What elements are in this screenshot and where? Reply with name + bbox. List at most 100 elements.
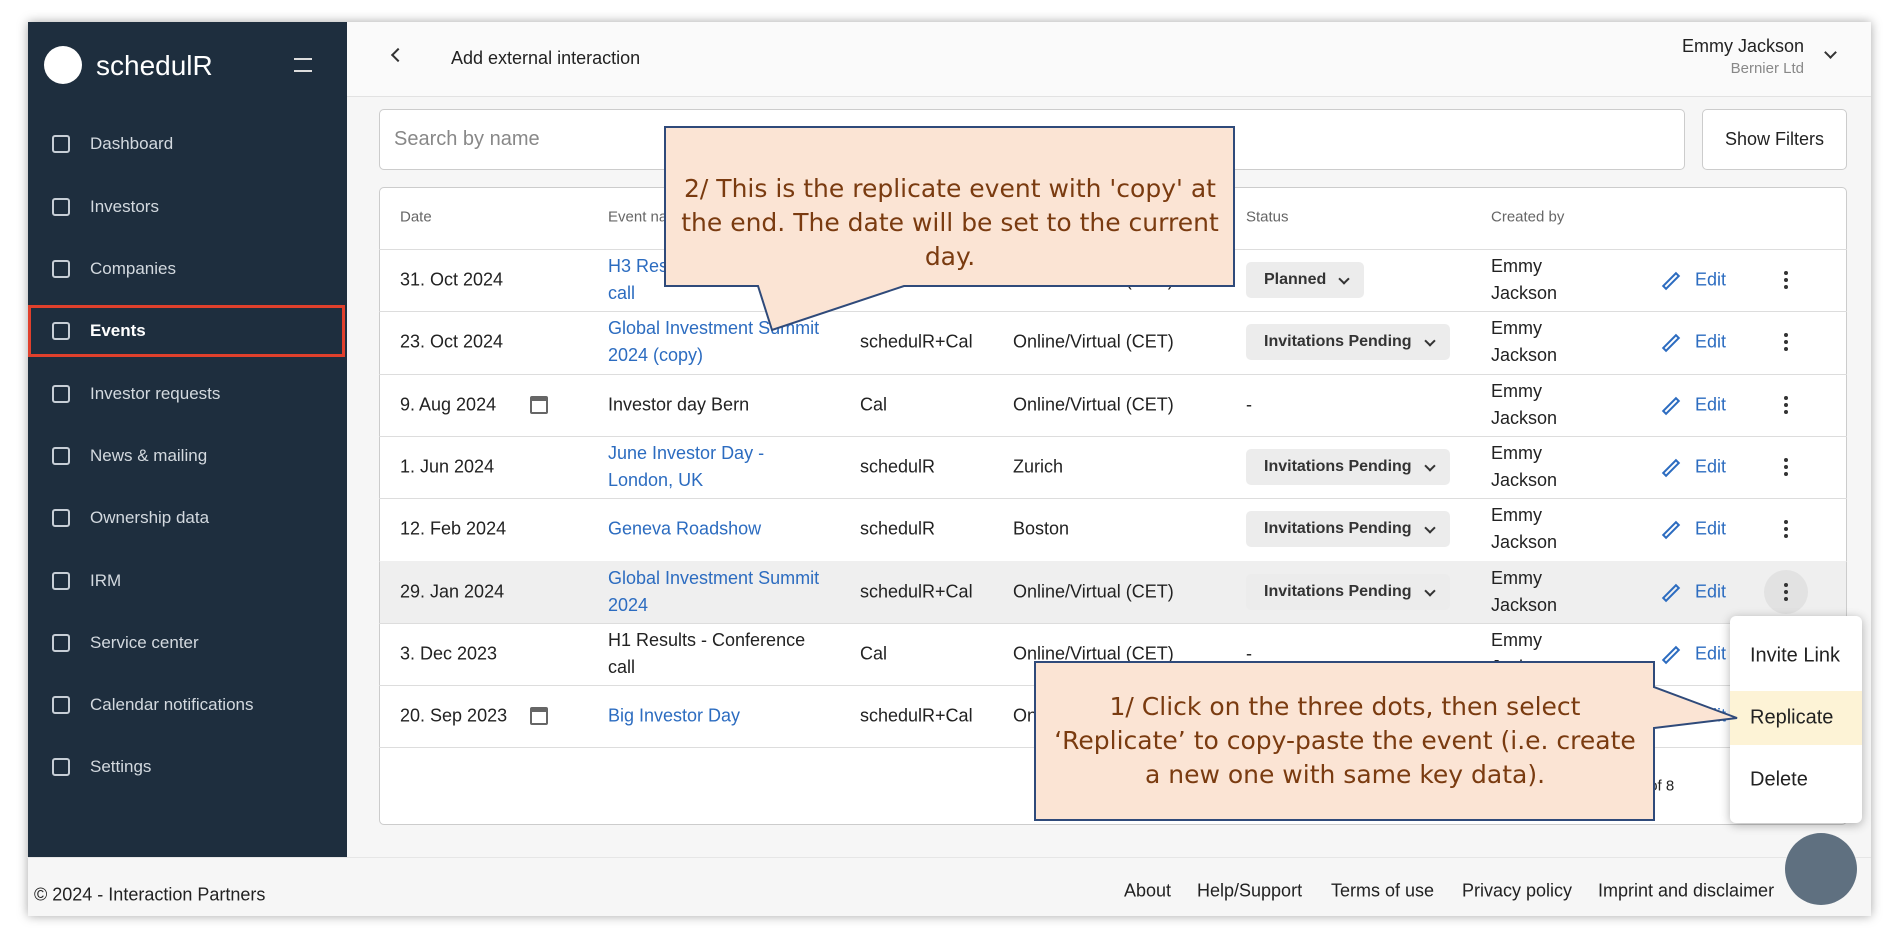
footer-divider [27, 857, 1871, 858]
callout-box [664, 126, 1235, 332]
date: 29. Jan 2024 [400, 581, 505, 602]
callout-box [1034, 661, 1738, 821]
brand: schedulR [96, 50, 213, 81]
calendar-icon [530, 707, 548, 726]
footer-link[interactable]: Help/Support [1197, 880, 1303, 901]
menu-highlight [1730, 691, 1862, 745]
footer-link[interactable]: Imprint and disclaimer [1598, 880, 1775, 901]
nav-item[interactable]: Ownership data [90, 508, 210, 527]
status-chip[interactable]: Invitations Pending [1246, 573, 1450, 610]
nav-icon [52, 322, 70, 340]
edit-button[interactable]: Edit [1695, 581, 1727, 602]
more-button[interactable] [1784, 278, 1788, 283]
nav-item[interactable]: IRM [90, 571, 122, 590]
created-by: Emmy Jackson [1491, 380, 1558, 428]
column-header: Status [1246, 208, 1289, 226]
nav-icon [52, 509, 70, 527]
source: schedulR [860, 456, 936, 477]
user-company: Bernier Ltd [1730, 60, 1804, 77]
calendar-icon [530, 395, 548, 414]
show-filters-button[interactable]: Show Filters [1702, 109, 1847, 170]
location: Online/Virtual (CET) [1013, 331, 1174, 352]
sidebar [28, 22, 347, 857]
search-placeholder: Search by name [394, 128, 540, 150]
location: Boston [1013, 518, 1070, 539]
column-header: Date [400, 208, 432, 226]
edit-button[interactable]: Edit [1695, 331, 1727, 352]
source: schedulR+Cal [860, 581, 973, 602]
footer-link[interactable]: Privacy policy [1462, 880, 1573, 901]
more-button[interactable] [1784, 589, 1788, 594]
nav-item[interactable]: Service center [90, 633, 199, 652]
edit-button[interactable]: Edit [1695, 643, 1727, 664]
status-chip[interactable]: Invitations Pending [1246, 511, 1450, 548]
date: 3. Dec 2023 [400, 643, 498, 664]
date: 12. Feb 2024 [400, 518, 507, 539]
created-by: Emmy Jackson [1491, 443, 1558, 491]
nav-item[interactable]: Settings [90, 757, 152, 776]
nav-item[interactable]: Calendar notifications [90, 695, 254, 714]
callout-text: 2/ This is the replicate event with 'cop… [681, 174, 1219, 271]
menu-item[interactable]: Delete [1750, 768, 1808, 791]
status: - [1246, 643, 1252, 664]
created-by: Emmy Jackson [1491, 256, 1558, 304]
status-chip[interactable]: Invitations Pending [1246, 449, 1450, 486]
nav-icon [52, 198, 70, 216]
edit-button[interactable]: Edit [1695, 456, 1727, 477]
nav-icon [52, 447, 70, 465]
row-divider [379, 373, 1847, 375]
nav-icon [52, 634, 70, 652]
callout-text: 1/ Click on the three dots, then select … [1054, 692, 1636, 789]
column-header: Created by [1491, 208, 1565, 226]
more-button[interactable] [1784, 402, 1788, 407]
footer-link[interactable]: Terms of use [1331, 880, 1435, 901]
scroll-top-button[interactable] [1785, 833, 1857, 905]
source: schedulR+Cal [860, 705, 973, 726]
nav-item[interactable]: News & mailing [90, 446, 208, 465]
location: Online/Virtual (CET) [1013, 581, 1174, 602]
edit-button[interactable]: Edit [1695, 269, 1727, 290]
status-chip[interactable]: Invitations Pending [1246, 324, 1450, 361]
nav-icon [52, 696, 70, 714]
source: schedulR+Cal [860, 331, 973, 352]
logo [44, 46, 82, 84]
more-button[interactable] [1784, 527, 1788, 532]
edit-button[interactable]: Edit [1695, 394, 1727, 415]
event-name[interactable]: Global Investment Summit 2024 [608, 567, 820, 615]
footer-link[interactable]: About [1124, 880, 1172, 901]
row-divider [379, 622, 1847, 624]
copyright: © 2024 - Interaction Partners [34, 884, 266, 905]
status: - [1246, 394, 1252, 415]
row-divider [379, 311, 1847, 313]
more-button[interactable] [1784, 340, 1788, 345]
user-name[interactable]: Emmy Jackson [1681, 36, 1804, 56]
date: 31. Oct 2024 [400, 269, 504, 290]
status-chip[interactable]: Planned [1246, 262, 1365, 299]
nav-icon [52, 260, 70, 278]
event-name: H1 Results - Conference call [608, 629, 806, 677]
nav-item[interactable]: Dashboard [90, 134, 174, 153]
created-by: Emmy Jackson [1491, 318, 1558, 366]
edit-button[interactable]: Edit [1695, 518, 1727, 539]
more-button[interactable] [1784, 465, 1788, 470]
nav-item[interactable]: Events [90, 321, 146, 340]
row-highlight [380, 560, 1846, 623]
event-name[interactable]: Big Investor Day [608, 705, 741, 726]
created-by: Emmy Jackson [1491, 567, 1558, 615]
nav-item[interactable]: Companies [90, 259, 176, 278]
menu-item[interactable]: Invite Link [1750, 644, 1841, 667]
event-name[interactable]: Geneva Roadshow [608, 518, 762, 539]
nav-icon [52, 135, 70, 153]
nav-item[interactable]: Investors [90, 197, 159, 216]
source: schedulR [860, 518, 936, 539]
menu-toggle[interactable] [294, 58, 312, 72]
nav-icon [52, 758, 70, 776]
nav-item[interactable]: Investor requests [90, 384, 221, 403]
event-name[interactable]: June Investor Day - London, UK [608, 443, 765, 491]
event-name[interactable]: Global Investment Summit 2024 (copy) [608, 318, 820, 366]
source: Cal [860, 394, 888, 415]
menu-item[interactable]: Replicate [1750, 706, 1834, 729]
row-divider [379, 435, 1847, 437]
